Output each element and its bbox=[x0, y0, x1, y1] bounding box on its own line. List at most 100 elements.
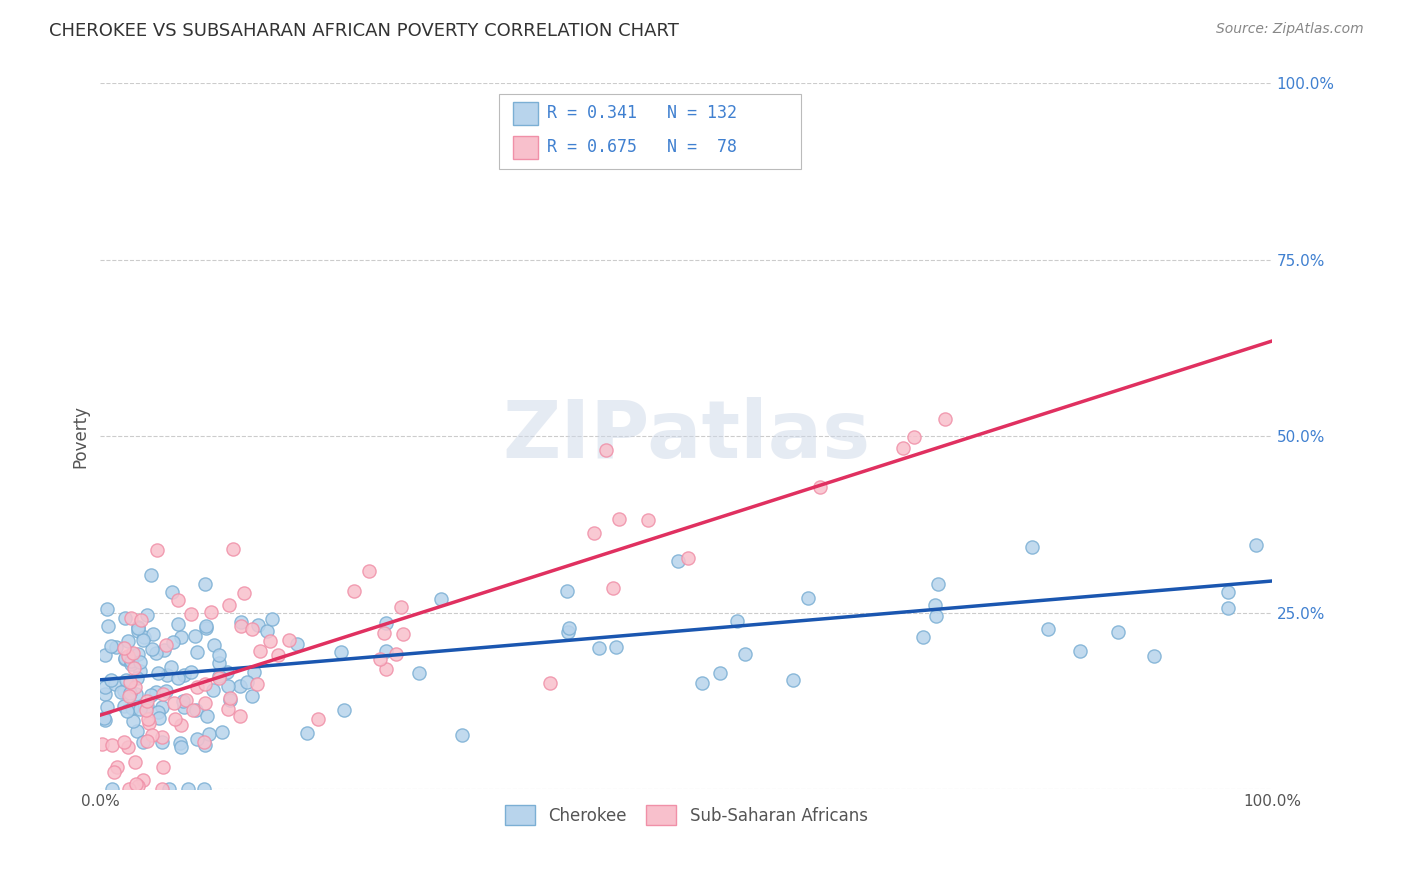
Text: R = 0.341   N = 132: R = 0.341 N = 132 bbox=[547, 104, 737, 122]
Point bbox=[180, 607, 202, 621]
Point bbox=[605, 640, 627, 655]
Point bbox=[557, 624, 579, 639]
Point bbox=[122, 714, 145, 728]
Point bbox=[249, 644, 271, 658]
Point bbox=[1069, 644, 1091, 658]
Point bbox=[131, 735, 153, 749]
Point bbox=[219, 693, 242, 707]
Point bbox=[903, 430, 925, 444]
Point bbox=[173, 668, 195, 682]
Point bbox=[231, 615, 253, 630]
Point bbox=[114, 652, 136, 666]
Point bbox=[927, 577, 949, 591]
Point bbox=[692, 676, 714, 690]
Point bbox=[782, 673, 804, 688]
Point bbox=[160, 585, 183, 599]
Point bbox=[129, 664, 152, 678]
Point bbox=[124, 680, 146, 694]
Point bbox=[243, 665, 266, 679]
Point bbox=[129, 614, 152, 628]
Point bbox=[240, 622, 263, 636]
Point bbox=[117, 704, 139, 718]
Point bbox=[97, 618, 120, 632]
Point bbox=[676, 551, 699, 566]
Point bbox=[173, 699, 195, 714]
Point bbox=[152, 643, 174, 657]
Point bbox=[208, 669, 231, 683]
Point bbox=[122, 660, 145, 674]
Point bbox=[170, 740, 193, 755]
Point bbox=[924, 598, 946, 612]
Point bbox=[295, 725, 318, 739]
Point bbox=[218, 690, 240, 705]
Point bbox=[163, 696, 186, 710]
Point bbox=[127, 724, 149, 739]
Point bbox=[267, 648, 290, 662]
Point bbox=[114, 651, 136, 665]
Point bbox=[169, 736, 191, 750]
Point bbox=[202, 682, 225, 697]
Point bbox=[666, 554, 689, 568]
Point bbox=[167, 616, 190, 631]
Point bbox=[186, 732, 208, 747]
Point bbox=[217, 702, 239, 716]
Point bbox=[218, 598, 240, 612]
Point bbox=[451, 728, 474, 742]
Point bbox=[117, 648, 139, 663]
Point bbox=[184, 629, 207, 643]
Point bbox=[200, 605, 222, 619]
Point bbox=[118, 690, 141, 704]
Point bbox=[389, 599, 412, 614]
Point bbox=[277, 633, 299, 648]
Point bbox=[170, 630, 193, 644]
Point bbox=[167, 671, 190, 685]
Point bbox=[117, 740, 139, 755]
Point bbox=[96, 699, 118, 714]
Point bbox=[122, 647, 145, 661]
Point bbox=[150, 731, 173, 745]
Point bbox=[105, 640, 128, 654]
Point bbox=[195, 621, 218, 635]
Point bbox=[127, 620, 149, 634]
Point bbox=[94, 687, 117, 701]
Point bbox=[229, 709, 252, 723]
Point bbox=[333, 703, 356, 717]
Point bbox=[150, 734, 173, 748]
Point bbox=[100, 639, 122, 653]
Point bbox=[555, 584, 578, 599]
Point bbox=[121, 700, 143, 714]
Point bbox=[136, 698, 159, 713]
Point bbox=[121, 648, 143, 662]
Point bbox=[194, 677, 217, 691]
Point bbox=[152, 687, 174, 701]
Text: ZIPatlas: ZIPatlas bbox=[502, 397, 870, 475]
Point bbox=[150, 699, 173, 714]
Point bbox=[231, 619, 253, 633]
Point bbox=[208, 656, 231, 670]
Point bbox=[808, 480, 831, 494]
Point bbox=[127, 624, 149, 639]
Point bbox=[240, 690, 263, 704]
Point bbox=[110, 685, 132, 699]
Point bbox=[208, 648, 231, 663]
Point bbox=[193, 781, 215, 796]
Point bbox=[177, 781, 200, 796]
Point bbox=[103, 764, 125, 779]
Point bbox=[105, 760, 128, 774]
Point bbox=[127, 779, 149, 793]
Point bbox=[595, 442, 617, 457]
Point bbox=[343, 584, 366, 599]
Point bbox=[373, 626, 395, 640]
Point bbox=[90, 737, 112, 751]
Point bbox=[117, 634, 139, 648]
Point bbox=[112, 698, 135, 713]
Point bbox=[166, 592, 188, 607]
Point bbox=[186, 644, 208, 658]
Point bbox=[120, 654, 142, 668]
Point bbox=[198, 727, 221, 741]
Point bbox=[165, 712, 187, 726]
Point bbox=[112, 734, 135, 748]
Point bbox=[1107, 625, 1129, 640]
Point bbox=[934, 412, 956, 426]
Point bbox=[558, 621, 581, 635]
